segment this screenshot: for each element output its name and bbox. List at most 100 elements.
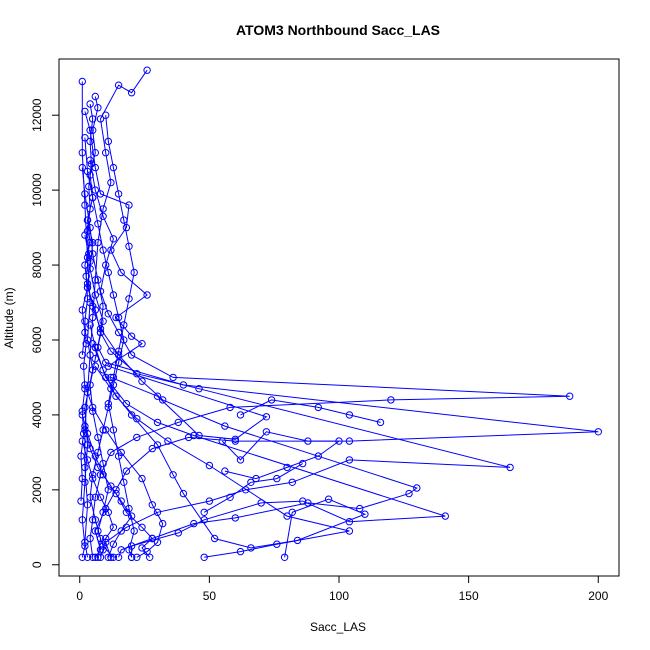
data-point (79, 362, 88, 370)
data-point (94, 527, 102, 535)
series-line (81, 96, 99, 356)
data-point (184, 433, 193, 442)
data-point (413, 484, 421, 492)
data-point (107, 178, 115, 187)
data-point (127, 542, 136, 550)
data-point (153, 441, 162, 449)
data-point (114, 347, 123, 355)
data-point (127, 89, 136, 97)
data-point (120, 478, 128, 486)
data-point (114, 452, 123, 460)
data-point (81, 107, 89, 116)
data-point (231, 437, 240, 445)
data-point (94, 433, 102, 442)
data-point (102, 426, 110, 434)
data-point (104, 268, 113, 277)
data-point (506, 463, 514, 472)
data-point (114, 313, 123, 322)
series-line (221, 431, 341, 480)
data-point (81, 385, 89, 393)
data-point (112, 392, 120, 400)
data-point (91, 452, 100, 460)
data-point (96, 190, 105, 198)
data-point (109, 291, 118, 299)
data-point (138, 474, 146, 483)
data-point (102, 111, 110, 119)
data-point (153, 418, 162, 427)
series-10 (91, 362, 369, 561)
data-point (81, 261, 89, 269)
data-point (247, 544, 255, 552)
series-line (81, 440, 114, 558)
data-point (83, 553, 92, 561)
y-tick-label: 2000 (30, 476, 44, 503)
data-point (86, 257, 94, 265)
data-point (86, 238, 94, 247)
data-point (99, 302, 107, 310)
data-point (122, 467, 131, 475)
x-tick-label: 0 (76, 589, 83, 603)
data-point (236, 411, 245, 419)
data-point (127, 332, 136, 340)
data-point (299, 497, 307, 505)
data-point (86, 137, 94, 146)
data-point (117, 546, 125, 554)
data-point (345, 411, 354, 419)
data-point (117, 268, 125, 277)
data-point (387, 396, 395, 404)
series-5 (83, 216, 602, 561)
data-point (125, 242, 133, 251)
series-17 (218, 428, 343, 483)
data-point (114, 190, 123, 198)
data-point (159, 396, 167, 404)
data-point (335, 437, 343, 445)
data-point (179, 381, 188, 389)
data-point (345, 456, 354, 464)
data-point (164, 437, 172, 445)
data-point (96, 534, 105, 543)
data-point (174, 418, 183, 427)
data-point (86, 493, 94, 501)
data-point (77, 452, 85, 460)
data-point (86, 381, 94, 389)
data-point (91, 149, 100, 157)
data-point (104, 137, 113, 146)
data-point (109, 523, 118, 531)
data-point (236, 456, 245, 464)
data-point (109, 163, 118, 172)
data-point (91, 553, 100, 561)
data-point (566, 392, 574, 400)
data-point (130, 268, 138, 277)
data-point (109, 381, 118, 389)
data-point (89, 126, 97, 134)
data-point (221, 422, 229, 430)
data-point (159, 519, 167, 528)
data-point (114, 358, 123, 367)
series-line (84, 384, 164, 558)
data-point (205, 461, 214, 470)
series-line (105, 115, 135, 558)
data-point (89, 313, 97, 322)
data-point (86, 321, 94, 329)
data-point (99, 366, 107, 374)
data-point (78, 77, 87, 86)
data-point (91, 355, 100, 363)
data-point (91, 362, 100, 370)
data-point (179, 489, 188, 498)
chart-title: ATOM3 Northbound Sacc_LAS (236, 22, 440, 38)
data-point (91, 516, 100, 524)
data-point (109, 553, 118, 561)
data-point (107, 448, 115, 457)
data-point (205, 497, 214, 505)
data-point (102, 358, 110, 367)
data-point (91, 92, 100, 101)
data-point (94, 104, 102, 112)
data-point (148, 501, 157, 509)
data-point (89, 238, 97, 247)
data-point (226, 403, 234, 412)
y-tick-label: 6000 (30, 326, 44, 353)
series-line (84, 425, 133, 558)
x-tick-label: 200 (588, 589, 608, 603)
data-point (304, 499, 312, 507)
